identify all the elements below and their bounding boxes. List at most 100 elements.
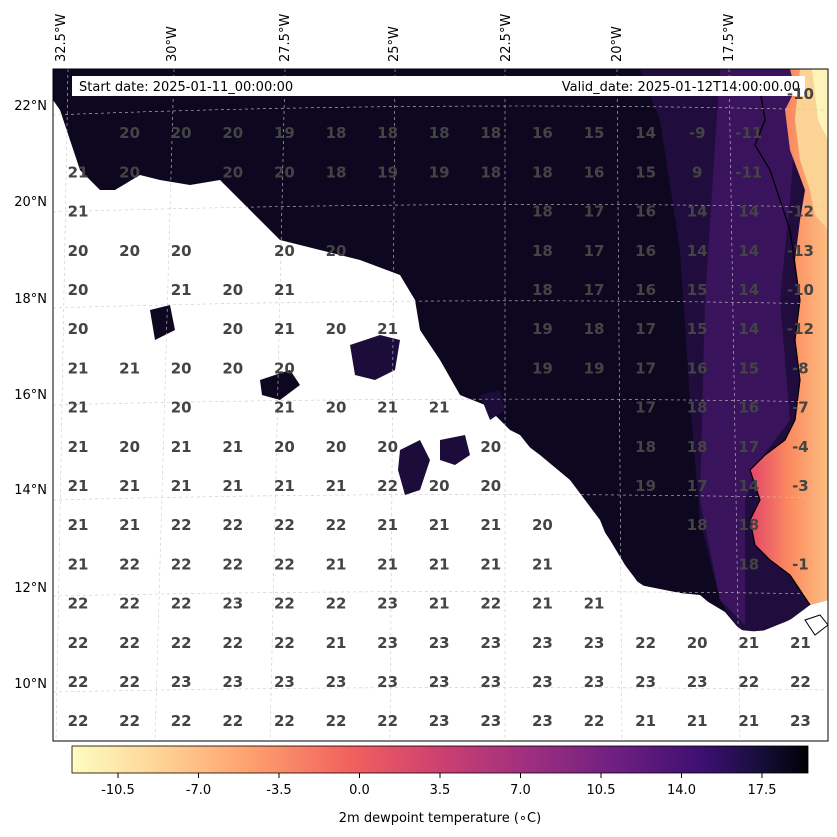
grid-value: 22 (68, 634, 89, 652)
grid-value: 20 (326, 320, 347, 338)
grid-value: 14 (738, 203, 759, 221)
grid-value: 21 (480, 516, 501, 534)
grid-value: 17 (584, 281, 605, 299)
grid-value: 23 (532, 673, 553, 691)
grid-value: 16 (584, 163, 605, 181)
grid-value: 17 (635, 320, 656, 338)
grid-value: 21 (480, 555, 501, 573)
grid-value: -12 (787, 320, 814, 338)
grid-value: 22 (326, 516, 347, 534)
colorbar-tick-label: 7.0 (510, 783, 531, 798)
grid-value: 23 (222, 595, 243, 613)
grid-value: 18 (480, 124, 501, 142)
grid-value: 22 (274, 555, 295, 573)
grid-value: -3 (792, 477, 809, 495)
grid-value: 18 (532, 281, 553, 299)
grid-value: 21 (326, 477, 347, 495)
lat-label: 14°N (14, 483, 47, 498)
grid-value: 20 (222, 320, 243, 338)
island-coast (804, 614, 828, 636)
grid-value: 23 (171, 673, 192, 691)
grid-value: 22 (222, 516, 243, 534)
grid-value: 21 (377, 516, 398, 534)
grid-value: 19 (274, 124, 295, 142)
grid-value: 20 (274, 163, 295, 181)
grid-value: 20 (171, 359, 192, 377)
grid-value: 15 (687, 281, 708, 299)
grid-value: 20 (171, 124, 192, 142)
grid-value: 22 (635, 634, 656, 652)
grid-value: 23 (790, 712, 811, 730)
grid-value: -11 (735, 124, 762, 142)
grid-value: 21 (68, 203, 89, 221)
grid-value: 21 (738, 634, 759, 652)
grid-value: 20 (222, 359, 243, 377)
grid-value: 22 (326, 712, 347, 730)
colorbar-ticks: -10.5 -7.0 -3.5 0.0 3.5 7.0 10.5 14.0 17.5 (101, 773, 776, 798)
grid-value: 22 (171, 595, 192, 613)
grid-value: 22 (326, 595, 347, 613)
grid-value: 21 (790, 634, 811, 652)
grid-value: 21 (635, 712, 656, 730)
grid-value-labels: -10 20 20 20 19 18 18 18 18 16 15 14 -9 -11 21 20 20 20 18… (68, 85, 814, 730)
grid-value: 14 (687, 203, 708, 221)
grid-value: 23 (480, 673, 501, 691)
grid-value: 15 (635, 163, 656, 181)
grid-value: 20 (119, 124, 140, 142)
lat-label: 18°N (14, 292, 47, 307)
grid-value: 22 (119, 673, 140, 691)
grid-value: 21 (274, 281, 295, 299)
valid-date-label: Valid_date: 2025-01-12T14:00:00.00 (562, 80, 800, 95)
grid-value: 21 (377, 399, 398, 417)
dry-patch-1 (53, 190, 160, 335)
grid-value: 20 (532, 516, 553, 534)
grid-value: 23 (635, 673, 656, 691)
grid-value: 20 (68, 242, 89, 260)
land-desert-2 (812, 69, 828, 140)
grid-value: 21 (171, 477, 192, 495)
grid-value: 22 (68, 712, 89, 730)
grid-value: 22 (68, 673, 89, 691)
grid-value: 20 (119, 438, 140, 456)
lat-label: 16°N (14, 388, 47, 403)
colorbar-tick-label: 14.0 (667, 783, 696, 798)
grid-value: 14 (635, 124, 656, 142)
grid-value: 21 (377, 555, 398, 573)
grid-value: 18 (687, 399, 708, 417)
grid-value: 21 (222, 477, 243, 495)
grid-value: 20 (429, 477, 450, 495)
grid-value: 20 (171, 399, 192, 417)
lon-label: 27.5°W (278, 14, 293, 62)
grid-value: 16 (532, 124, 553, 142)
grid-value: 16 (687, 359, 708, 377)
grid-value: 20 (222, 163, 243, 181)
grid-value: 22 (171, 555, 192, 573)
grid-value: 17 (584, 242, 605, 260)
latitude-labels: 22°N 20°N 18°N 16°N 14°N 12°N 10°N (14, 99, 47, 692)
grid-value: 22 (274, 516, 295, 534)
dry-patch-2 (53, 305, 170, 440)
grid-value: 20 (687, 634, 708, 652)
grid-value: 21 (171, 281, 192, 299)
grid-value: 21 (119, 516, 140, 534)
land-area (750, 69, 828, 605)
grid-value: -9 (689, 124, 706, 142)
grid-value: 17 (635, 399, 656, 417)
grid-value: 19 (429, 163, 450, 181)
grid-value: 22 (119, 595, 140, 613)
grid-value: 23 (377, 634, 398, 652)
grid-value: 17 (584, 203, 605, 221)
grid-value: 19 (635, 477, 656, 495)
grid-value: 21 (68, 163, 89, 181)
grid-value: 19 (532, 320, 553, 338)
grid-value: 20 (119, 242, 140, 260)
grid-value: 22 (119, 555, 140, 573)
grid-value: -12 (787, 203, 814, 221)
dark-blob-1 (350, 335, 400, 380)
dark-field (53, 69, 828, 632)
grid-value: 23 (326, 673, 347, 691)
grid-value: 23 (480, 634, 501, 652)
grid-value: 22 (738, 673, 759, 691)
grid-value: 21 (68, 438, 89, 456)
